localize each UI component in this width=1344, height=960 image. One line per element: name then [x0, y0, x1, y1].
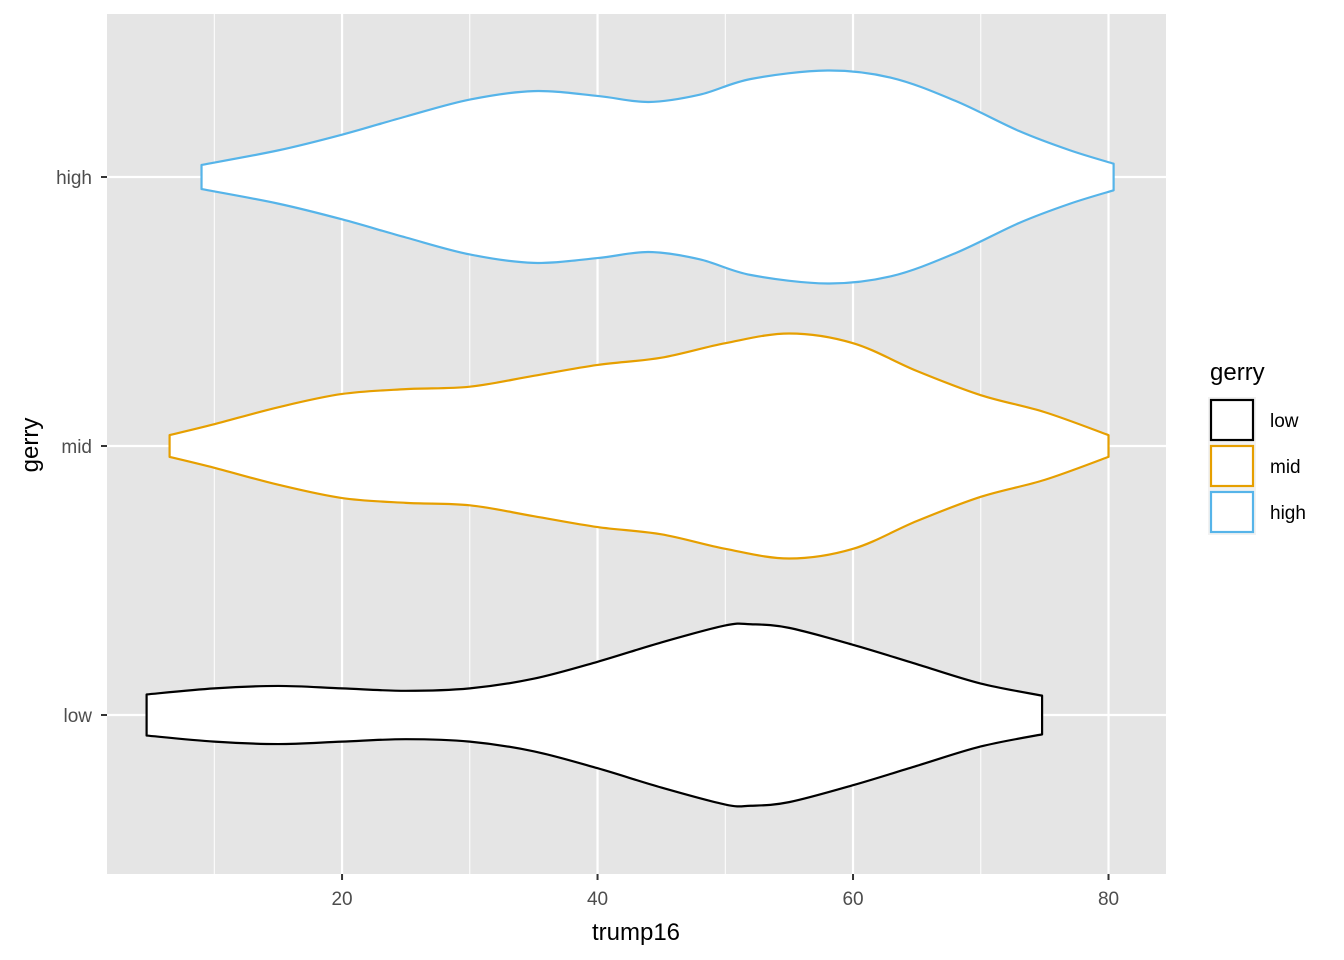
x-axis-title: trump16 — [592, 919, 680, 946]
y-axis-title: gerry — [17, 418, 44, 473]
violin-mid — [168, 332, 1110, 560]
legend: gerry low mid high — [1208, 359, 1306, 535]
x-tick-label: 60 — [842, 889, 863, 910]
legend-label-mid: mid — [1270, 457, 1301, 478]
violin-low — [145, 622, 1044, 808]
x-tick-label: 40 — [587, 889, 608, 910]
x-tick-label: 20 — [331, 889, 352, 910]
legend-title: gerry — [1210, 359, 1265, 386]
x-axis: 20 40 60 80 — [331, 874, 1119, 910]
y-tick-label: high — [56, 168, 92, 189]
x-tick-label: 80 — [1098, 889, 1119, 910]
violins — [145, 69, 1115, 808]
legend-label-high: high — [1270, 503, 1306, 524]
y-tick-label: low — [63, 706, 92, 727]
y-tick-label: mid — [61, 437, 92, 458]
y-axis: low mid high — [56, 168, 107, 727]
legend-swatch-low — [1209, 398, 1255, 442]
legend-label-low: low — [1270, 411, 1299, 432]
violin-high — [200, 69, 1115, 285]
legend-swatch-mid — [1209, 444, 1255, 488]
legend-swatch-high — [1209, 490, 1255, 534]
